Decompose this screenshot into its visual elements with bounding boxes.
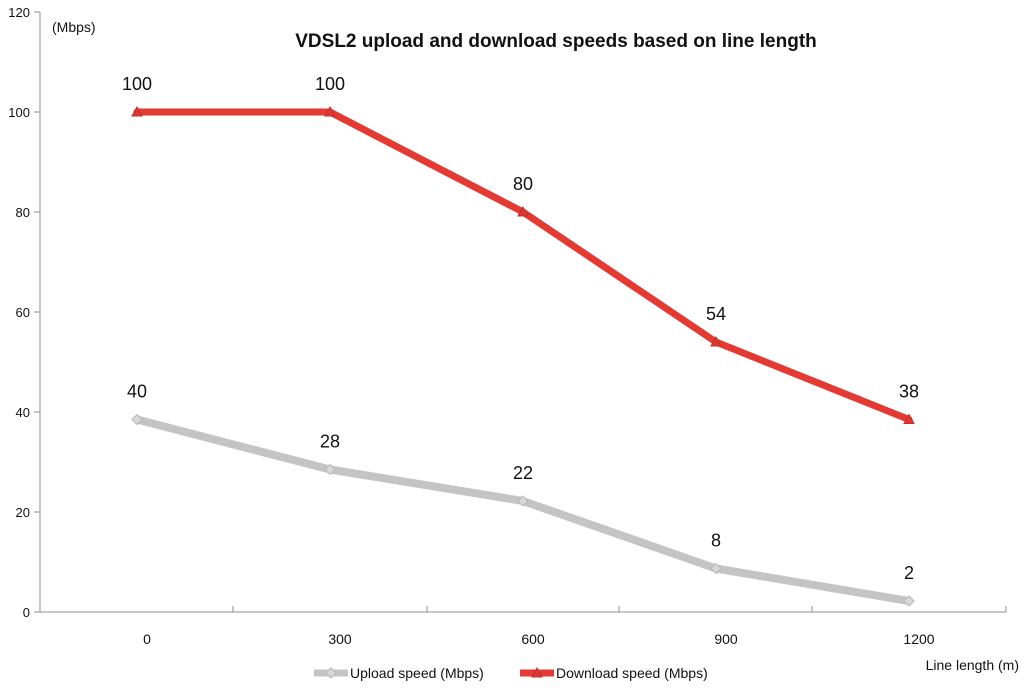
- upload-speed-line: [133, 415, 913, 605]
- x-tick-label: 1200: [903, 631, 934, 647]
- y-tick-label: 40: [16, 405, 30, 420]
- download-speed-line: [133, 108, 913, 423]
- download-data-label: 100: [122, 74, 152, 94]
- upload-data-label: 28: [320, 432, 340, 452]
- upload-point-marker: [710, 562, 722, 575]
- legend-download-marker: [531, 666, 543, 678]
- download-data-label: 100: [315, 74, 345, 94]
- chart-title: VDSL2 upload and download speeds based o…: [295, 31, 817, 52]
- x-tick-label: 0: [143, 631, 151, 647]
- upload-data-label: 8: [711, 531, 721, 551]
- upload-point-marker: [324, 463, 336, 476]
- y-tick-label: 80: [16, 205, 30, 220]
- download-point-marker: [131, 105, 143, 117]
- download-point-marker: [710, 335, 722, 347]
- download-data-label: 54: [706, 304, 726, 324]
- download-point-marker: [903, 413, 915, 424]
- legend-item-upload: Upload speed (Mbps): [314, 665, 484, 681]
- download-data-label: 38: [899, 382, 919, 402]
- upload-data-label: 2: [904, 563, 914, 583]
- upload-data-label: 40: [127, 382, 147, 402]
- x-tick-label: 900: [714, 631, 738, 647]
- legend: Upload speed (Mbps) Download speed (Mbps…: [314, 665, 708, 681]
- x-tick-layer: 0 300 600 900 1200: [39, 606, 1007, 647]
- y-tick-label: 100: [8, 105, 30, 120]
- legend-upload-label: Upload speed (Mbps): [350, 665, 484, 681]
- legend-upload-marker: [325, 667, 337, 679]
- y-tick-label: 60: [16, 305, 30, 320]
- download-point-marker: [517, 205, 529, 217]
- x-tick-label: 600: [521, 631, 545, 647]
- axes-layer: [39, 12, 1006, 613]
- y-tick-label: 120: [8, 5, 30, 20]
- y-tick-label: 20: [16, 505, 30, 520]
- y-tick-layer: 0 20 40 60 80 100 120: [8, 5, 40, 620]
- upload-point-marker: [903, 595, 915, 607]
- legend-download-label: Download speed (Mbps): [556, 665, 708, 681]
- upload-data-label: 22: [513, 463, 533, 483]
- series-layer: [131, 105, 915, 607]
- upload-point-marker: [131, 413, 143, 426]
- download-point-marker: [324, 105, 336, 117]
- data-label-layer: 40 28 22 8 2 100 100 80 54 38: [122, 74, 919, 583]
- legend-item-download: Download speed (Mbps): [520, 665, 708, 681]
- download-data-label: 80: [513, 174, 533, 194]
- y-tick-label: 0: [23, 605, 30, 620]
- y-axis-title: (Mbps): [52, 19, 96, 35]
- x-tick-label: 300: [328, 631, 352, 647]
- upload-point-marker: [517, 495, 529, 507]
- x-axis-title: Line length (m): [926, 657, 1019, 673]
